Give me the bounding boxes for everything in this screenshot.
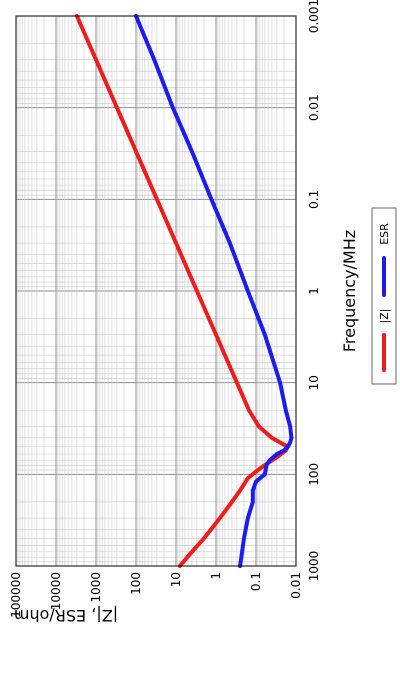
y-tick-label: 0.01 [289, 572, 303, 599]
legend-label-esr: ESR [378, 223, 391, 245]
y-axis-title: |Z|, ESR/ohm [14, 606, 118, 625]
x-tick-labels: 0.001 0.01 0.1 1 10 100 1000 [307, 0, 321, 581]
y-tick-label: 1000 [89, 572, 103, 603]
y-tick-label: 100000 [9, 572, 23, 618]
y-tick-label: 10000 [49, 572, 63, 610]
y-tick-labels: 0.01 0.1 1 10 100 1000 10000 100000 [9, 572, 303, 618]
y-tick-label: 100 [129, 572, 143, 595]
series-line-esr [134, 14, 294, 568]
series-line-z [74, 14, 290, 568]
x-tick-label: 0.01 [307, 94, 321, 121]
y-tick-label: 1 [209, 572, 223, 580]
x-tick-label: 10 [307, 375, 321, 390]
grid [15, 15, 297, 567]
x-tick-label: 0.001 [307, 0, 321, 33]
x-tick-label: 0.1 [307, 190, 321, 209]
x-tick-label: 1000 [307, 551, 321, 582]
x-tick-label: 100 [307, 463, 321, 486]
series-group [74, 14, 294, 568]
x-tick-label: 1 [307, 287, 321, 295]
x-axis-title: Frequency/MHz [340, 230, 359, 352]
y-tick-label: 0.1 [249, 572, 263, 591]
legend-label-z: |Z| [378, 309, 391, 324]
plot-frame [15, 15, 297, 567]
legend: |Z| ESR [371, 207, 397, 385]
y-tick-label: 10 [169, 572, 183, 587]
